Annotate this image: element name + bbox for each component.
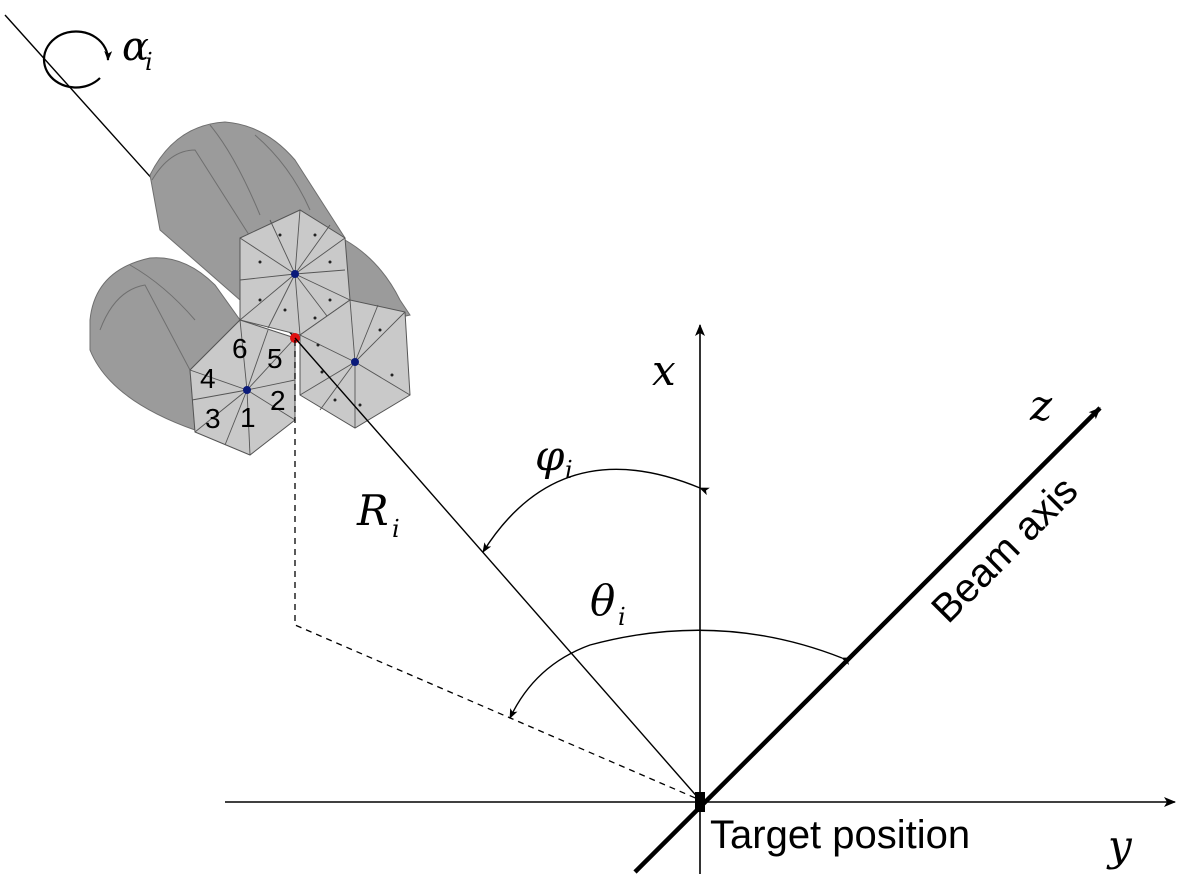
radius-line <box>294 337 701 801</box>
beam-axis-z <box>633 406 1102 874</box>
hexface-right <box>299 299 411 429</box>
segment-center-dot <box>351 358 359 366</box>
detector-cluster: 1 2 3 4 5 6 <box>89 121 411 456</box>
y-axis-label: y <box>1106 821 1133 870</box>
target-position-label: Target position <box>710 813 970 857</box>
alpha-label: α <box>122 24 149 70</box>
segment-label-2: 2 <box>270 385 286 416</box>
detector-crystal-left <box>89 257 241 431</box>
theta-arc <box>509 629 852 719</box>
z-axis-label: z <box>1029 381 1053 430</box>
segment-label-6: 6 <box>232 333 248 364</box>
beam-axis-label: Beam axis <box>923 468 1086 631</box>
alpha-subscript: i <box>145 48 153 76</box>
r-label: R <box>356 486 389 535</box>
segment-center-dot <box>243 386 251 394</box>
x-axis-label: x <box>652 346 676 395</box>
segment-center-dot <box>291 270 299 278</box>
segment-label-4: 4 <box>200 363 216 394</box>
segment-label-3: 3 <box>205 403 221 434</box>
phi-arc <box>482 468 710 553</box>
segment-dots <box>258 233 394 407</box>
segment-label-1: 1 <box>240 402 256 433</box>
phi-label: φ <box>535 431 565 480</box>
segment-label-5: 5 <box>267 343 283 374</box>
theta-subscript: i <box>618 603 626 631</box>
phi-subscript: i <box>565 456 573 484</box>
theta-label: θ <box>590 576 615 625</box>
rotation-arrow-icon <box>42 30 113 89</box>
r-subscript: i <box>392 515 400 543</box>
target-marker <box>695 792 705 812</box>
